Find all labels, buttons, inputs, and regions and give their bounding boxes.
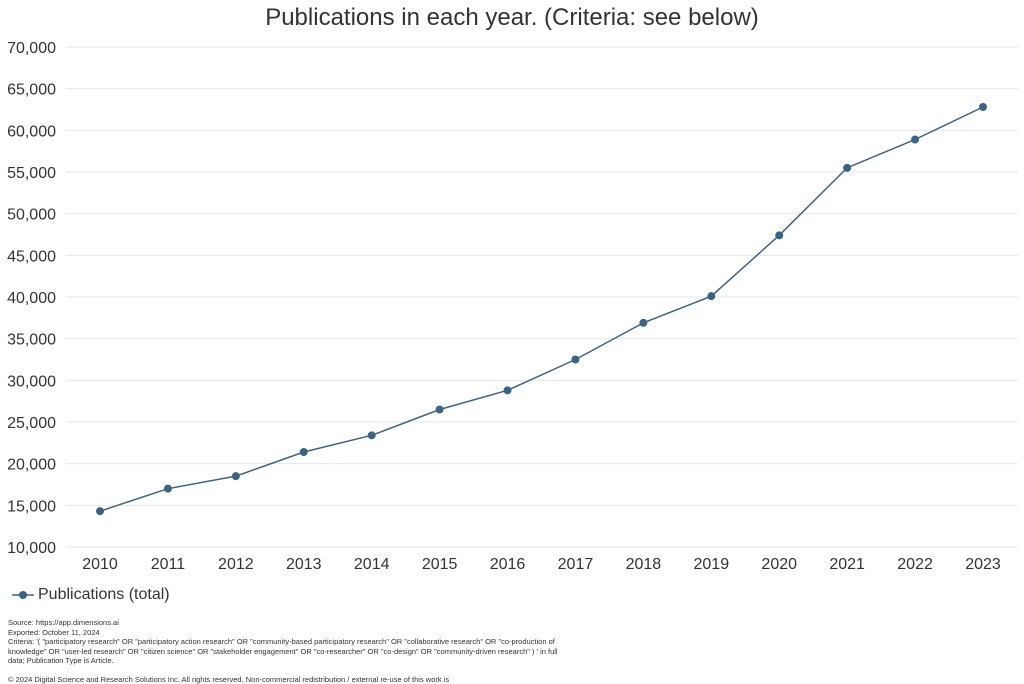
- exported-text: Exported: October 11, 2024: [8, 627, 100, 637]
- copyright-text: © 2024 Digital Science and Research Solu…: [8, 675, 450, 684]
- x-tick-label: 2023: [965, 556, 1001, 573]
- data-point[interactable]: [979, 103, 987, 111]
- x-tick-label: 2016: [490, 556, 526, 573]
- x-tick-label: 2010: [82, 556, 118, 573]
- y-tick-label: 45,000: [7, 248, 56, 265]
- criteria-text: Criteria: '( "participatory research" OR…: [8, 637, 558, 665]
- data-point[interactable]: [775, 231, 784, 240]
- x-tick-label: 2020: [761, 556, 797, 573]
- x-tick-label: 2018: [626, 556, 662, 573]
- data-point[interactable]: [707, 292, 716, 301]
- x-tick-label: 2012: [218, 556, 254, 573]
- data-point[interactable]: [163, 484, 172, 493]
- chart-title: Publications in each year. (Criteria: se…: [265, 4, 759, 31]
- y-tick-label: 65,000: [7, 82, 56, 99]
- x-tick-label: 2014: [354, 556, 390, 573]
- data-point[interactable]: [503, 386, 512, 395]
- y-tick-label: 55,000: [7, 165, 56, 182]
- data-point[interactable]: [571, 355, 580, 364]
- x-tick-label: 2022: [897, 556, 933, 573]
- y-tick-label: 25,000: [7, 415, 56, 432]
- y-axis-ticks: 10,000 15,000 20,000 25,000 30,000 35,000 40,0…: [7, 40, 56, 557]
- y-tick-label: 10,000: [7, 540, 56, 557]
- data-point[interactable]: [231, 472, 240, 481]
- legend-swatch-icon: [12, 591, 34, 599]
- y-tick-label: 70,000: [7, 40, 56, 57]
- data-point[interactable]: [367, 431, 376, 440]
- y-tick-label: 15,000: [7, 498, 56, 515]
- y-tick-label: 30,000: [7, 373, 56, 390]
- legend-label: Publications (total): [38, 586, 170, 603]
- x-axis-ticks: 2010 2011 2012 2013 2014 2015 2016 2017 2018 2019…: [82, 556, 1001, 573]
- footer-notes: Source: https://app.dimensions.ai Export…: [8, 618, 568, 666]
- x-tick-label: 2011: [151, 556, 186, 573]
- data-point[interactable]: [299, 448, 308, 456]
- data-point[interactable]: [639, 318, 648, 327]
- data-point[interactable]: [843, 163, 852, 172]
- data-point[interactable]: [435, 405, 444, 414]
- y-tick-label: 35,000: [7, 332, 56, 349]
- legend[interactable]: Publications (total): [12, 586, 170, 604]
- x-tick-label: 2013: [286, 556, 322, 573]
- data-point[interactable]: [911, 135, 920, 144]
- gridlines: [66, 46, 1018, 548]
- source-text: Source: https://app.dimensions.ai: [8, 618, 119, 627]
- data-point[interactable]: [96, 507, 104, 516]
- series-line: [99, 106, 984, 512]
- x-tick-label: 2015: [422, 556, 458, 573]
- y-tick-label: 50,000: [7, 207, 56, 224]
- y-tick-label: 40,000: [7, 290, 56, 307]
- x-tick-label: 2017: [558, 556, 594, 573]
- line-chart: 10,000 15,000 20,000 25,000 30,000 35,000 40,0…: [7, 40, 1018, 573]
- x-tick-label: 2019: [694, 556, 730, 573]
- y-tick-label: 60,000: [7, 123, 56, 140]
- y-tick-label: 20,000: [7, 457, 56, 474]
- x-tick-label: 2021: [829, 556, 865, 573]
- series-layer: [96, 103, 987, 516]
